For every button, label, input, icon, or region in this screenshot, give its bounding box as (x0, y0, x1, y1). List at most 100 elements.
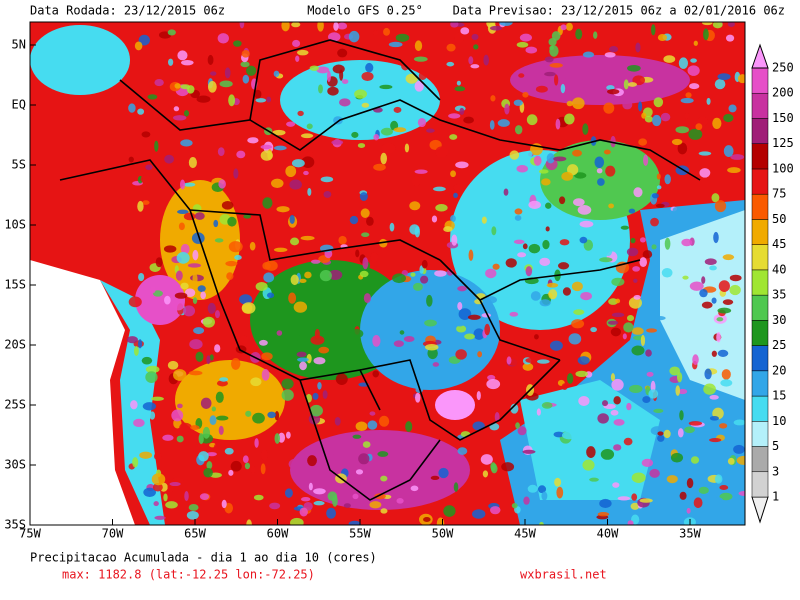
speckle (426, 128, 435, 133)
speckle (270, 178, 284, 188)
speckle (679, 491, 687, 500)
speckle (291, 22, 301, 28)
speckle (332, 452, 344, 462)
speckle (413, 56, 428, 62)
speckle (565, 22, 573, 31)
speckle (262, 197, 273, 209)
speckle (285, 165, 297, 178)
speckle (289, 179, 302, 190)
speckle (260, 150, 273, 161)
speckle (652, 114, 662, 127)
colorbar-segment (751, 446, 769, 473)
footer-title: Precipitacao Acumulada - dia 1 ao dia 10… (30, 551, 377, 565)
speckle (677, 428, 684, 438)
speckle (137, 200, 144, 212)
colorbar-label: 250 (772, 61, 794, 75)
speckle (359, 270, 369, 278)
speckle (556, 486, 564, 499)
speckle (666, 475, 678, 484)
speckle (228, 94, 236, 107)
speckle (297, 110, 304, 117)
speckle (573, 309, 585, 315)
speckle (254, 89, 262, 99)
speckle (590, 326, 597, 333)
speckle (359, 192, 368, 201)
speckle (226, 272, 234, 281)
speckle (446, 61, 455, 67)
speckle (443, 226, 453, 233)
speckle (350, 328, 364, 339)
speckle (299, 278, 307, 284)
speckle (178, 222, 185, 231)
speckle (173, 369, 187, 381)
speckle (522, 243, 528, 250)
speckle (242, 455, 249, 464)
speckle (693, 40, 698, 46)
speckle (643, 154, 649, 166)
speckle (528, 243, 541, 254)
map (30, 22, 745, 525)
speckle (546, 282, 559, 288)
speckle (233, 40, 242, 47)
speckle (307, 188, 312, 196)
speckle (207, 54, 214, 66)
speckle (267, 411, 276, 419)
speckle (137, 108, 145, 115)
speckle (225, 260, 238, 267)
speckle (214, 238, 224, 243)
speckle (609, 46, 619, 53)
speckle (728, 104, 737, 113)
speckle (525, 46, 538, 54)
speckle (737, 74, 745, 84)
speckle (703, 383, 716, 395)
speckle (549, 63, 563, 68)
speckle (319, 269, 332, 282)
speckle (623, 79, 629, 90)
speckle (684, 112, 690, 119)
speckle (677, 142, 688, 155)
speckle (309, 65, 319, 71)
speckle (704, 368, 712, 380)
speckle (413, 282, 423, 291)
speckle (451, 234, 458, 246)
speckle (317, 22, 324, 32)
speckle (526, 114, 538, 126)
speckle (175, 270, 183, 281)
speckle (655, 203, 665, 208)
colorbar-segment (751, 67, 769, 94)
speckle (718, 280, 730, 292)
speckle (301, 156, 315, 169)
speckle (192, 249, 199, 261)
speckle (138, 34, 150, 46)
speckle (200, 291, 206, 300)
speckle (572, 149, 582, 157)
speckle (354, 89, 367, 99)
speckle (297, 357, 309, 362)
speckle (424, 319, 437, 327)
speckle (147, 94, 158, 100)
speckle (427, 347, 438, 360)
speckle (688, 128, 703, 140)
speckle (358, 453, 370, 465)
speckle (504, 103, 510, 115)
speckle (228, 469, 234, 476)
speckle (564, 113, 575, 125)
speckle (380, 508, 388, 514)
speckle (628, 208, 636, 214)
speckle (184, 288, 196, 298)
speckle (571, 319, 585, 329)
speckle (190, 425, 200, 431)
lat-label: 10S (4, 218, 26, 232)
speckle (183, 110, 190, 117)
speckle (545, 226, 550, 232)
speckle (290, 274, 299, 286)
speckle (686, 477, 694, 489)
speckle (619, 518, 629, 525)
speckle (522, 449, 536, 454)
speckle (656, 173, 661, 180)
speckle (142, 402, 157, 411)
speckle (430, 475, 440, 481)
speckle (733, 444, 745, 454)
lat-label: 30S (4, 458, 26, 472)
speckle (501, 462, 515, 472)
